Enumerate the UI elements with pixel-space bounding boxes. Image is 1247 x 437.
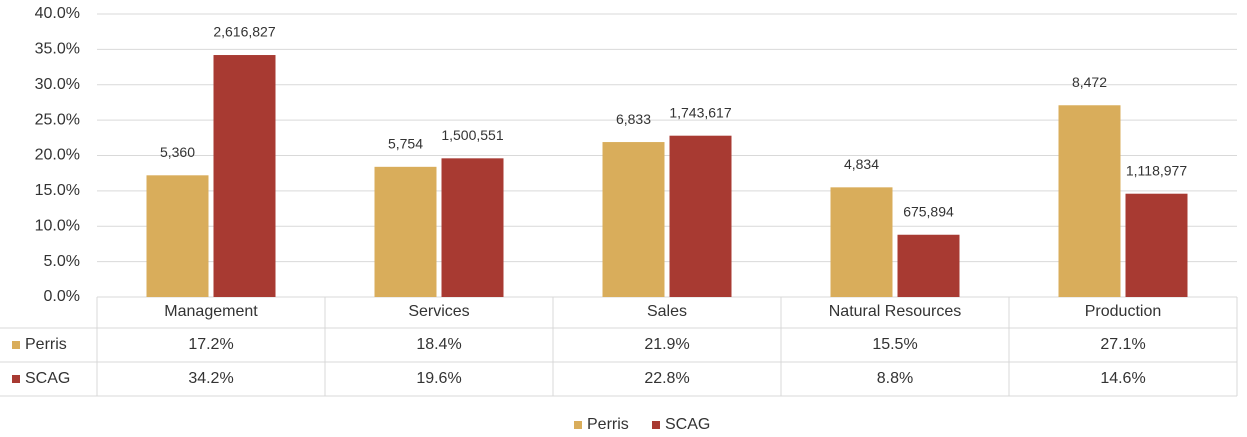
table-value: 14.6% xyxy=(1100,370,1145,387)
count-label: 5,360 xyxy=(160,144,195,160)
table-value: 34.2% xyxy=(188,370,233,387)
bar xyxy=(669,135,732,297)
count-label: 675,894 xyxy=(903,203,954,219)
table-value: 22.8% xyxy=(644,370,689,387)
bar xyxy=(441,158,504,297)
y-tick-label: 10.0% xyxy=(35,217,80,234)
y-tick-label: 0.0% xyxy=(44,288,80,305)
table-value: 18.4% xyxy=(416,336,461,353)
count-label: 6,833 xyxy=(616,111,651,127)
table-value: 8.8% xyxy=(877,370,913,387)
bar xyxy=(213,55,276,297)
y-tick-label: 15.0% xyxy=(35,182,80,199)
y-tick-label: 20.0% xyxy=(35,147,80,164)
y-tick-label: 25.0% xyxy=(35,111,80,128)
y-tick-label: 5.0% xyxy=(44,253,80,270)
x-tick-label: Services xyxy=(408,303,469,320)
count-label: 1,500,551 xyxy=(441,127,503,143)
table-value: 19.6% xyxy=(416,370,461,387)
bar xyxy=(146,175,209,297)
bar xyxy=(830,187,893,297)
y-tick-label: 40.0% xyxy=(35,5,80,22)
table-value: 21.9% xyxy=(644,336,689,353)
table-value: 27.1% xyxy=(1100,336,1145,353)
count-label: 1,118,977 xyxy=(1126,162,1187,178)
x-tick-label: Production xyxy=(1085,303,1162,320)
table-key xyxy=(12,375,20,383)
table-value: 15.5% xyxy=(872,336,917,353)
bar xyxy=(897,234,960,297)
table-series-name: Perris xyxy=(25,336,67,353)
table-key xyxy=(12,341,20,349)
legend-swatch xyxy=(652,421,660,429)
bar xyxy=(602,142,665,297)
x-tick-label: Management xyxy=(164,303,258,320)
legend-swatch xyxy=(574,421,582,429)
count-label: 1,743,617 xyxy=(669,104,731,120)
y-tick-label: 35.0% xyxy=(35,41,80,58)
legend-label: Perris xyxy=(587,416,629,433)
bar xyxy=(374,166,437,297)
y-tick-label: 30.0% xyxy=(35,76,80,93)
count-label: 2,616,827 xyxy=(213,24,275,40)
count-label: 8,472 xyxy=(1072,74,1107,90)
x-tick-label: Sales xyxy=(647,303,687,320)
table-series-name: SCAG xyxy=(25,370,70,387)
count-label: 5,754 xyxy=(388,136,423,152)
bar xyxy=(1058,105,1121,297)
count-label: 4,834 xyxy=(844,156,879,172)
x-tick-label: Natural Resources xyxy=(829,303,962,320)
bar xyxy=(1125,193,1188,297)
legend-label: SCAG xyxy=(665,416,710,433)
table-value: 17.2% xyxy=(188,336,233,353)
